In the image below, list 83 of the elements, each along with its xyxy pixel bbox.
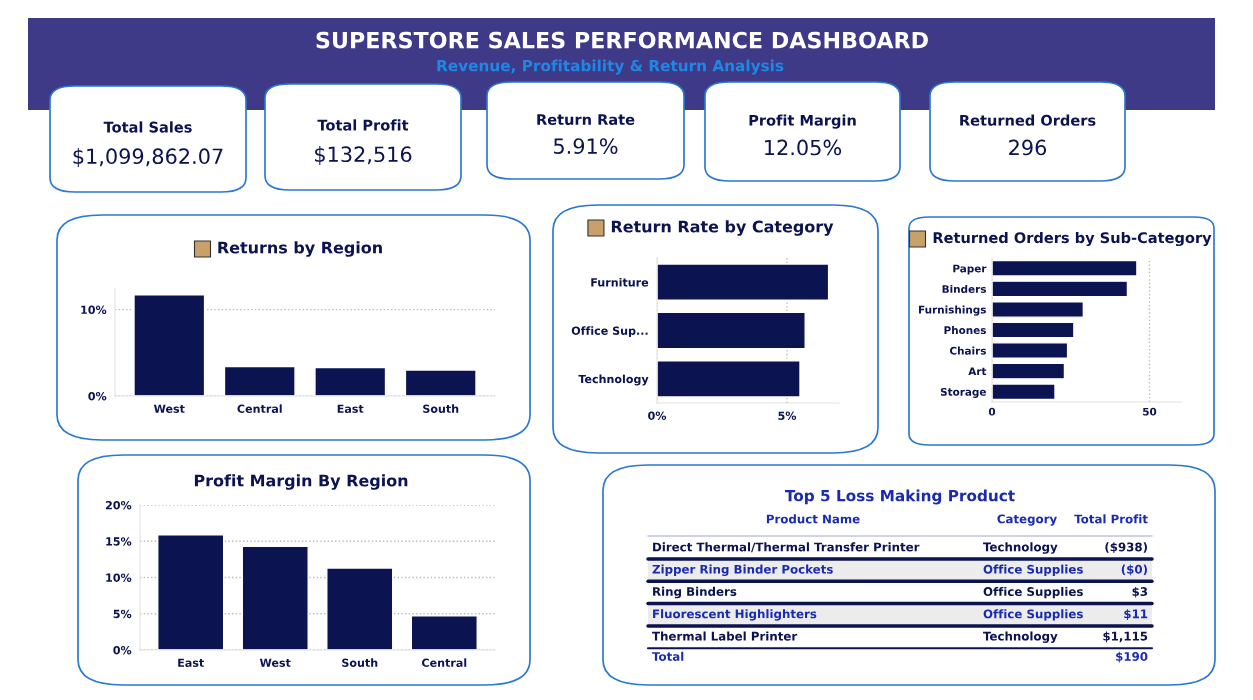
bar [992,362,1066,380]
text: $11 [1124,609,1148,620]
y-tick-label: 0% [113,645,132,655]
y-tick-label: Storage [940,387,986,398]
text: $3 [1132,586,1148,598]
y-tick-label: Furniture [591,277,649,287]
bar [992,342,1069,359]
y-tick-label: Office Sup... [571,326,648,338]
chart-title: Returned Orders by Sub-Category [933,231,1212,247]
x-tick-label: East [178,658,204,667]
x-tick-label: South [423,404,459,413]
text: Total Profit [317,119,409,131]
text: Revenue, Profitability & Return Analysis [437,59,784,75]
category-label: Fluorescent Highlighters [653,609,817,621]
bar [992,259,1138,277]
text: 5.91% [554,138,618,154]
x-tick-label: East [337,404,364,413]
category-label: Zipper Ring Binder Pockets [652,564,833,577]
bar [326,567,394,650]
text: Total [652,651,684,661]
text: Returned Orders [960,114,1096,126]
text: 296 [1009,139,1047,156]
category-label: Total Profit [1074,514,1148,524]
category-label: Office Supplies [983,586,1083,599]
text: $190 [1116,651,1148,663]
x-tick-label: West [153,404,185,413]
bar [992,321,1075,339]
y-tick-label: Phones [944,326,986,335]
category-label: Direct Thermal/Thermal Transfer Printer [653,542,920,553]
bar [410,615,478,650]
y-tick-label: Paper [953,264,987,275]
bar [657,360,801,398]
bar [657,311,806,350]
text: 12.05% [765,139,842,156]
category-label: Ring Binders [653,586,737,599]
y-tick-label: 15% [106,537,132,546]
bar [157,534,225,650]
category-label: Technology [983,631,1058,643]
y-tick-label: Binders [942,284,986,293]
y-tick-label: 10% [106,573,132,582]
x-tick-label: Central [421,658,467,667]
category-label: Product Name [766,514,860,524]
text: Top 5 Loss Making Product [784,489,1015,505]
bar [992,301,1085,318]
y-tick-label: 5% [113,609,132,619]
x-tick-label: 0 [988,407,996,416]
text: ($0) [1121,564,1147,576]
text: Profit Margin [749,114,856,129]
text: $132,516 [315,146,412,165]
bar [992,280,1129,298]
y-tick-label: Furnishings [919,305,986,316]
text: Total Sales [103,121,192,133]
bar [657,263,830,301]
text: ($938) [1105,542,1147,553]
text: Return Rate [537,114,635,126]
category-label: Thermal Label Printer [652,631,798,641]
y-tick-label: Chairs [949,346,986,355]
text: $1,099,862.07 [73,148,223,167]
x-tick-label: South [342,658,378,667]
chart-title: Return Rate by Category [611,220,834,236]
x-tick-label: Central [237,404,282,413]
x-tick-label: 5% [778,411,797,420]
category-label: Category [997,514,1057,526]
bar [314,366,387,396]
x-tick-label: West [259,658,291,667]
bar [133,294,206,396]
text: SUPERSTORE SALES PERFORMANCE DASHBOARD [316,31,928,49]
x-tick-label: 50 [1143,407,1157,416]
category-label: Office Supplies [983,609,1083,621]
bar [992,383,1056,401]
bar [241,545,309,650]
y-tick-label: Art [968,367,987,376]
bar [404,369,477,396]
category-label: Technology [983,542,1058,554]
category-label: Office Supplies [983,564,1083,577]
chart-title: Profit Margin By Region [194,474,408,490]
y-tick-label: Technology [578,374,649,386]
text: $1,115 [1103,631,1148,643]
bar [223,365,296,396]
y-tick-label: 10% [81,305,107,314]
chart-title: Returns by Region [218,241,382,257]
x-tick-label: 0% [648,411,667,420]
y-tick-label: 20% [105,500,132,510]
